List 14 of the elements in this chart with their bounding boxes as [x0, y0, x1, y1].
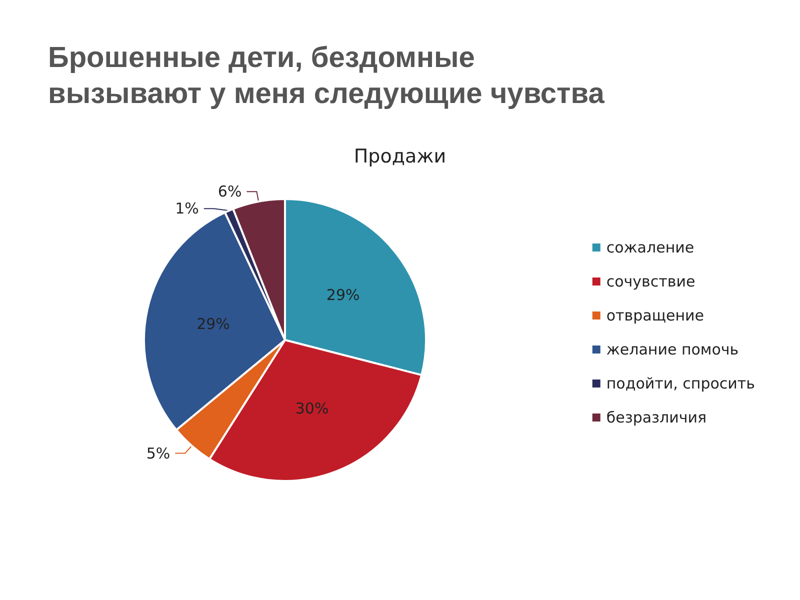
data-label: 30% — [295, 399, 329, 418]
legend-label: безразличия — [606, 408, 706, 426]
legend-label: желание помочь — [606, 340, 739, 358]
data-label: 29% — [196, 314, 230, 333]
legend-label: подойти, спросить — [606, 374, 756, 392]
data-label: 29% — [326, 286, 360, 304]
data-label: 1% — [175, 200, 199, 218]
legend-label: сожаление — [606, 238, 694, 256]
data-label: 6% — [218, 182, 242, 201]
chart-subtitle: Продажи — [354, 146, 446, 168]
legend-label: сочувствие — [606, 272, 696, 290]
legend-label: отвращение — [606, 306, 704, 324]
chart-title: Брошенные дети, бездомные вызывают у меня следующие чувства — [48, 41, 604, 112]
data-label: 5% — [146, 444, 170, 462]
